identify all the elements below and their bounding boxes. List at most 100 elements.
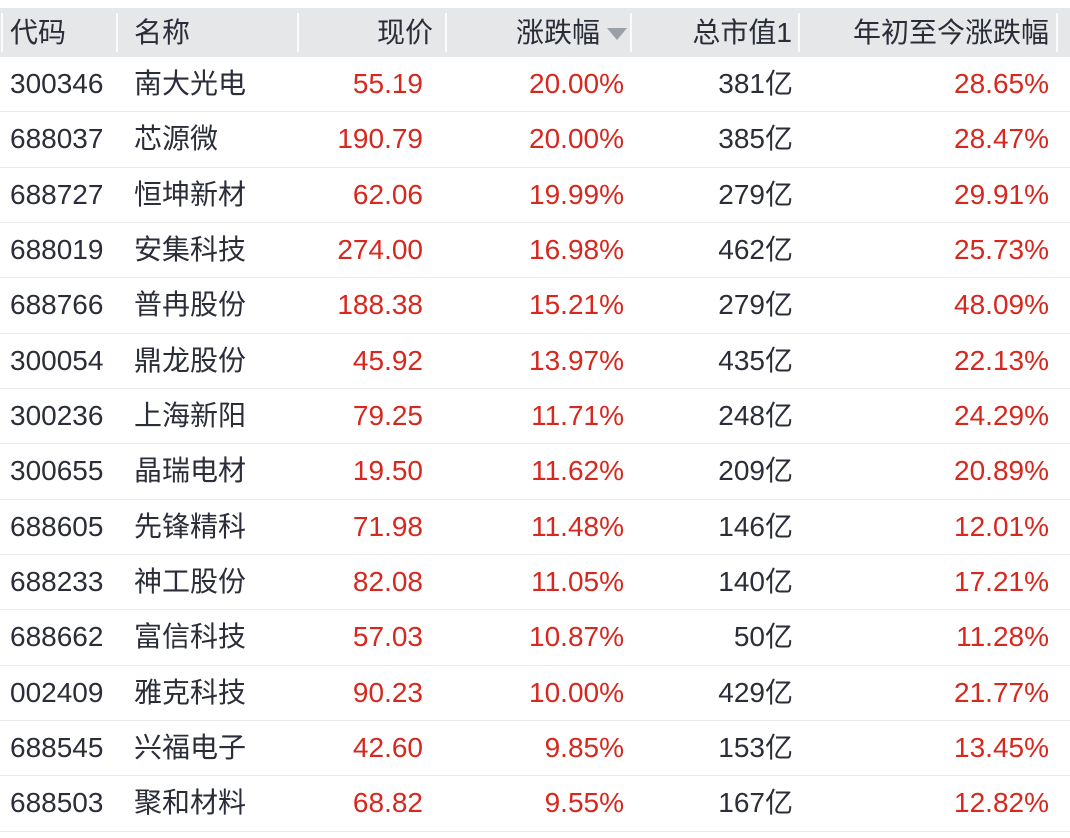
cell-price: 57.03 bbox=[352, 621, 423, 653]
cell-ytd-change: 13.45% bbox=[954, 732, 1049, 764]
header-cell-ytd-change[interactable]: 年初至今涨跌幅 bbox=[800, 8, 1058, 57]
cell-change: 11.48% bbox=[531, 510, 624, 542]
cell-spacer bbox=[1058, 168, 1070, 222]
header-label-market-cap: 总市值1 bbox=[692, 17, 792, 48]
cell-ytd-change: 25.73% bbox=[954, 234, 1049, 266]
table-row[interactable]: 688503 聚和材料 68.82 9.55% 167亿 12.82% bbox=[0, 776, 1070, 832]
table-row[interactable]: 002409 雅克科技 90.23 10.00% 429亿 21.77% bbox=[0, 665, 1070, 722]
table-row[interactable]: 688766 普冉股份 188.38 15.21% 279亿 48.09% bbox=[0, 278, 1070, 334]
cell-change: 16.98% bbox=[529, 234, 624, 266]
cell-market-cap: 209亿 bbox=[718, 455, 793, 487]
cell-name: 普冉股份 bbox=[134, 289, 247, 321]
cell-price: 68.82 bbox=[352, 787, 423, 819]
cell-price: 45.92 bbox=[352, 344, 423, 376]
cell-change: 10.87% bbox=[529, 621, 624, 653]
table-row[interactable]: 300346 南大光电 55.19 20.00% 381亿 28.65% bbox=[0, 57, 1070, 113]
header-label-name: 名称 bbox=[134, 17, 191, 48]
cell-market-cap: 248亿 bbox=[718, 400, 793, 432]
cell-ytd-change: 20.89% bbox=[954, 455, 1049, 487]
cell-market-cap: 429亿 bbox=[718, 676, 793, 708]
cell-code: 688766 bbox=[10, 289, 104, 321]
cell-ytd-change: 21.77% bbox=[954, 676, 1049, 708]
cell-spacer bbox=[1058, 444, 1070, 498]
header-label-ytd-change: 年初至今涨跌幅 bbox=[852, 17, 1049, 48]
header-cell-code[interactable]: 代码 bbox=[0, 8, 118, 57]
cell-name: 先锋精科 bbox=[134, 510, 247, 542]
cell-code: 688019 bbox=[10, 234, 104, 266]
cell-change: 11.62% bbox=[531, 455, 624, 487]
table-row[interactable]: 688019 安集科技 274.00 16.98% 462亿 25.73% bbox=[0, 223, 1070, 279]
table-row[interactable]: 688233 神工股份 82.08 11.05% 140亿 17.21% bbox=[0, 555, 1070, 611]
cell-spacer bbox=[1058, 555, 1070, 609]
cell-code: 300655 bbox=[10, 455, 104, 487]
table-row[interactable]: 688605 先锋精科 71.98 11.48% 146亿 12.01% bbox=[0, 499, 1070, 556]
cell-name: 神工股份 bbox=[134, 566, 247, 598]
cell-code: 688233 bbox=[10, 566, 104, 598]
cell-name: 富信科技 bbox=[134, 621, 247, 653]
header-cell-change[interactable]: 涨跌幅 bbox=[447, 8, 632, 57]
cell-market-cap: 50亿 bbox=[733, 621, 793, 653]
cell-ytd-change: 24.29% bbox=[954, 400, 1049, 432]
cell-price: 19.50 bbox=[352, 455, 423, 487]
cell-name: 晶瑞电材 bbox=[134, 455, 247, 487]
table-header-row: 代码 名称 现价 涨跌幅 总市值1 年初至今涨跌幅 bbox=[0, 8, 1070, 57]
cell-ytd-change: 17.21% bbox=[954, 566, 1049, 598]
cell-code: 688727 bbox=[10, 178, 104, 210]
cell-market-cap: 462亿 bbox=[718, 234, 793, 266]
cell-ytd-change: 12.01% bbox=[954, 510, 1049, 542]
cell-name: 鼎龙股份 bbox=[134, 344, 247, 376]
table-body: 300346 南大光电 55.19 20.00% 381亿 28.65% 688… bbox=[0, 57, 1070, 832]
cell-price: 42.60 bbox=[352, 732, 423, 764]
cell-code: 002409 bbox=[10, 676, 104, 708]
cell-code: 300236 bbox=[10, 400, 104, 432]
cell-change: 11.05% bbox=[531, 566, 624, 598]
header-cell-price[interactable]: 现价 bbox=[299, 8, 447, 57]
cell-ytd-change: 29.91% bbox=[954, 178, 1049, 210]
cell-market-cap: 279亿 bbox=[718, 178, 793, 210]
cell-change: 13.97% bbox=[529, 344, 624, 376]
cell-market-cap: 167亿 bbox=[718, 787, 793, 819]
table-row[interactable]: 300054 鼎龙股份 45.92 13.97% 435亿 22.13% bbox=[0, 333, 1070, 390]
table-row[interactable]: 300236 上海新阳 79.25 11.71% 248亿 24.29% bbox=[0, 389, 1070, 445]
cell-change: 10.00% bbox=[529, 676, 624, 708]
cell-spacer bbox=[1058, 278, 1070, 332]
cell-ytd-change: 48.09% bbox=[954, 289, 1049, 321]
cell-market-cap: 153亿 bbox=[718, 732, 793, 764]
table-row[interactable]: 300655 晶瑞电材 19.50 11.62% 209亿 20.89% bbox=[0, 444, 1070, 500]
cell-change: 9.55% bbox=[544, 787, 624, 819]
cell-market-cap: 385亿 bbox=[718, 123, 793, 155]
cell-name: 芯源微 bbox=[134, 123, 219, 155]
cell-ytd-change: 12.82% bbox=[954, 787, 1049, 819]
cell-spacer bbox=[1058, 112, 1070, 166]
cell-spacer bbox=[1058, 610, 1070, 664]
cell-name: 兴福电子 bbox=[134, 732, 247, 764]
cell-price: 274.00 bbox=[337, 234, 423, 266]
cell-price: 55.19 bbox=[352, 68, 423, 99]
table-row[interactable]: 688037 芯源微 190.79 20.00% 385亿 28.47% bbox=[0, 112, 1070, 168]
cell-code: 300346 bbox=[10, 68, 104, 99]
cell-price: 188.38 bbox=[337, 289, 423, 321]
cell-name: 恒坤新材 bbox=[134, 178, 247, 210]
cell-change: 11.71% bbox=[531, 400, 624, 432]
cell-market-cap: 381亿 bbox=[718, 68, 793, 99]
header-cell-spacer bbox=[1058, 8, 1070, 57]
table-row[interactable]: 688662 富信科技 57.03 10.87% 50亿 11.28% bbox=[0, 610, 1070, 666]
cell-market-cap: 146亿 bbox=[718, 510, 793, 542]
table-row[interactable]: 688727 恒坤新材 62.06 19.99% 279亿 29.91% bbox=[0, 167, 1070, 224]
cell-change: 19.99% bbox=[529, 178, 624, 210]
header-cell-market-cap[interactable]: 总市值1 bbox=[632, 8, 800, 57]
cell-spacer bbox=[1058, 500, 1070, 554]
cell-price: 190.79 bbox=[337, 123, 423, 155]
cell-market-cap: 279亿 bbox=[718, 289, 793, 321]
cell-spacer bbox=[1058, 776, 1070, 830]
cell-price: 90.23 bbox=[352, 676, 423, 708]
cell-ytd-change: 11.28% bbox=[956, 621, 1049, 653]
cell-code: 688037 bbox=[10, 123, 104, 155]
cell-ytd-change: 22.13% bbox=[954, 344, 1049, 376]
cell-spacer bbox=[1058, 666, 1070, 720]
cell-price: 82.08 bbox=[352, 566, 423, 598]
table-row[interactable]: 688545 兴福电子 42.60 9.85% 153亿 13.45% bbox=[0, 721, 1070, 777]
cell-change: 9.85% bbox=[544, 732, 624, 764]
header-cell-name[interactable]: 名称 bbox=[118, 8, 299, 57]
